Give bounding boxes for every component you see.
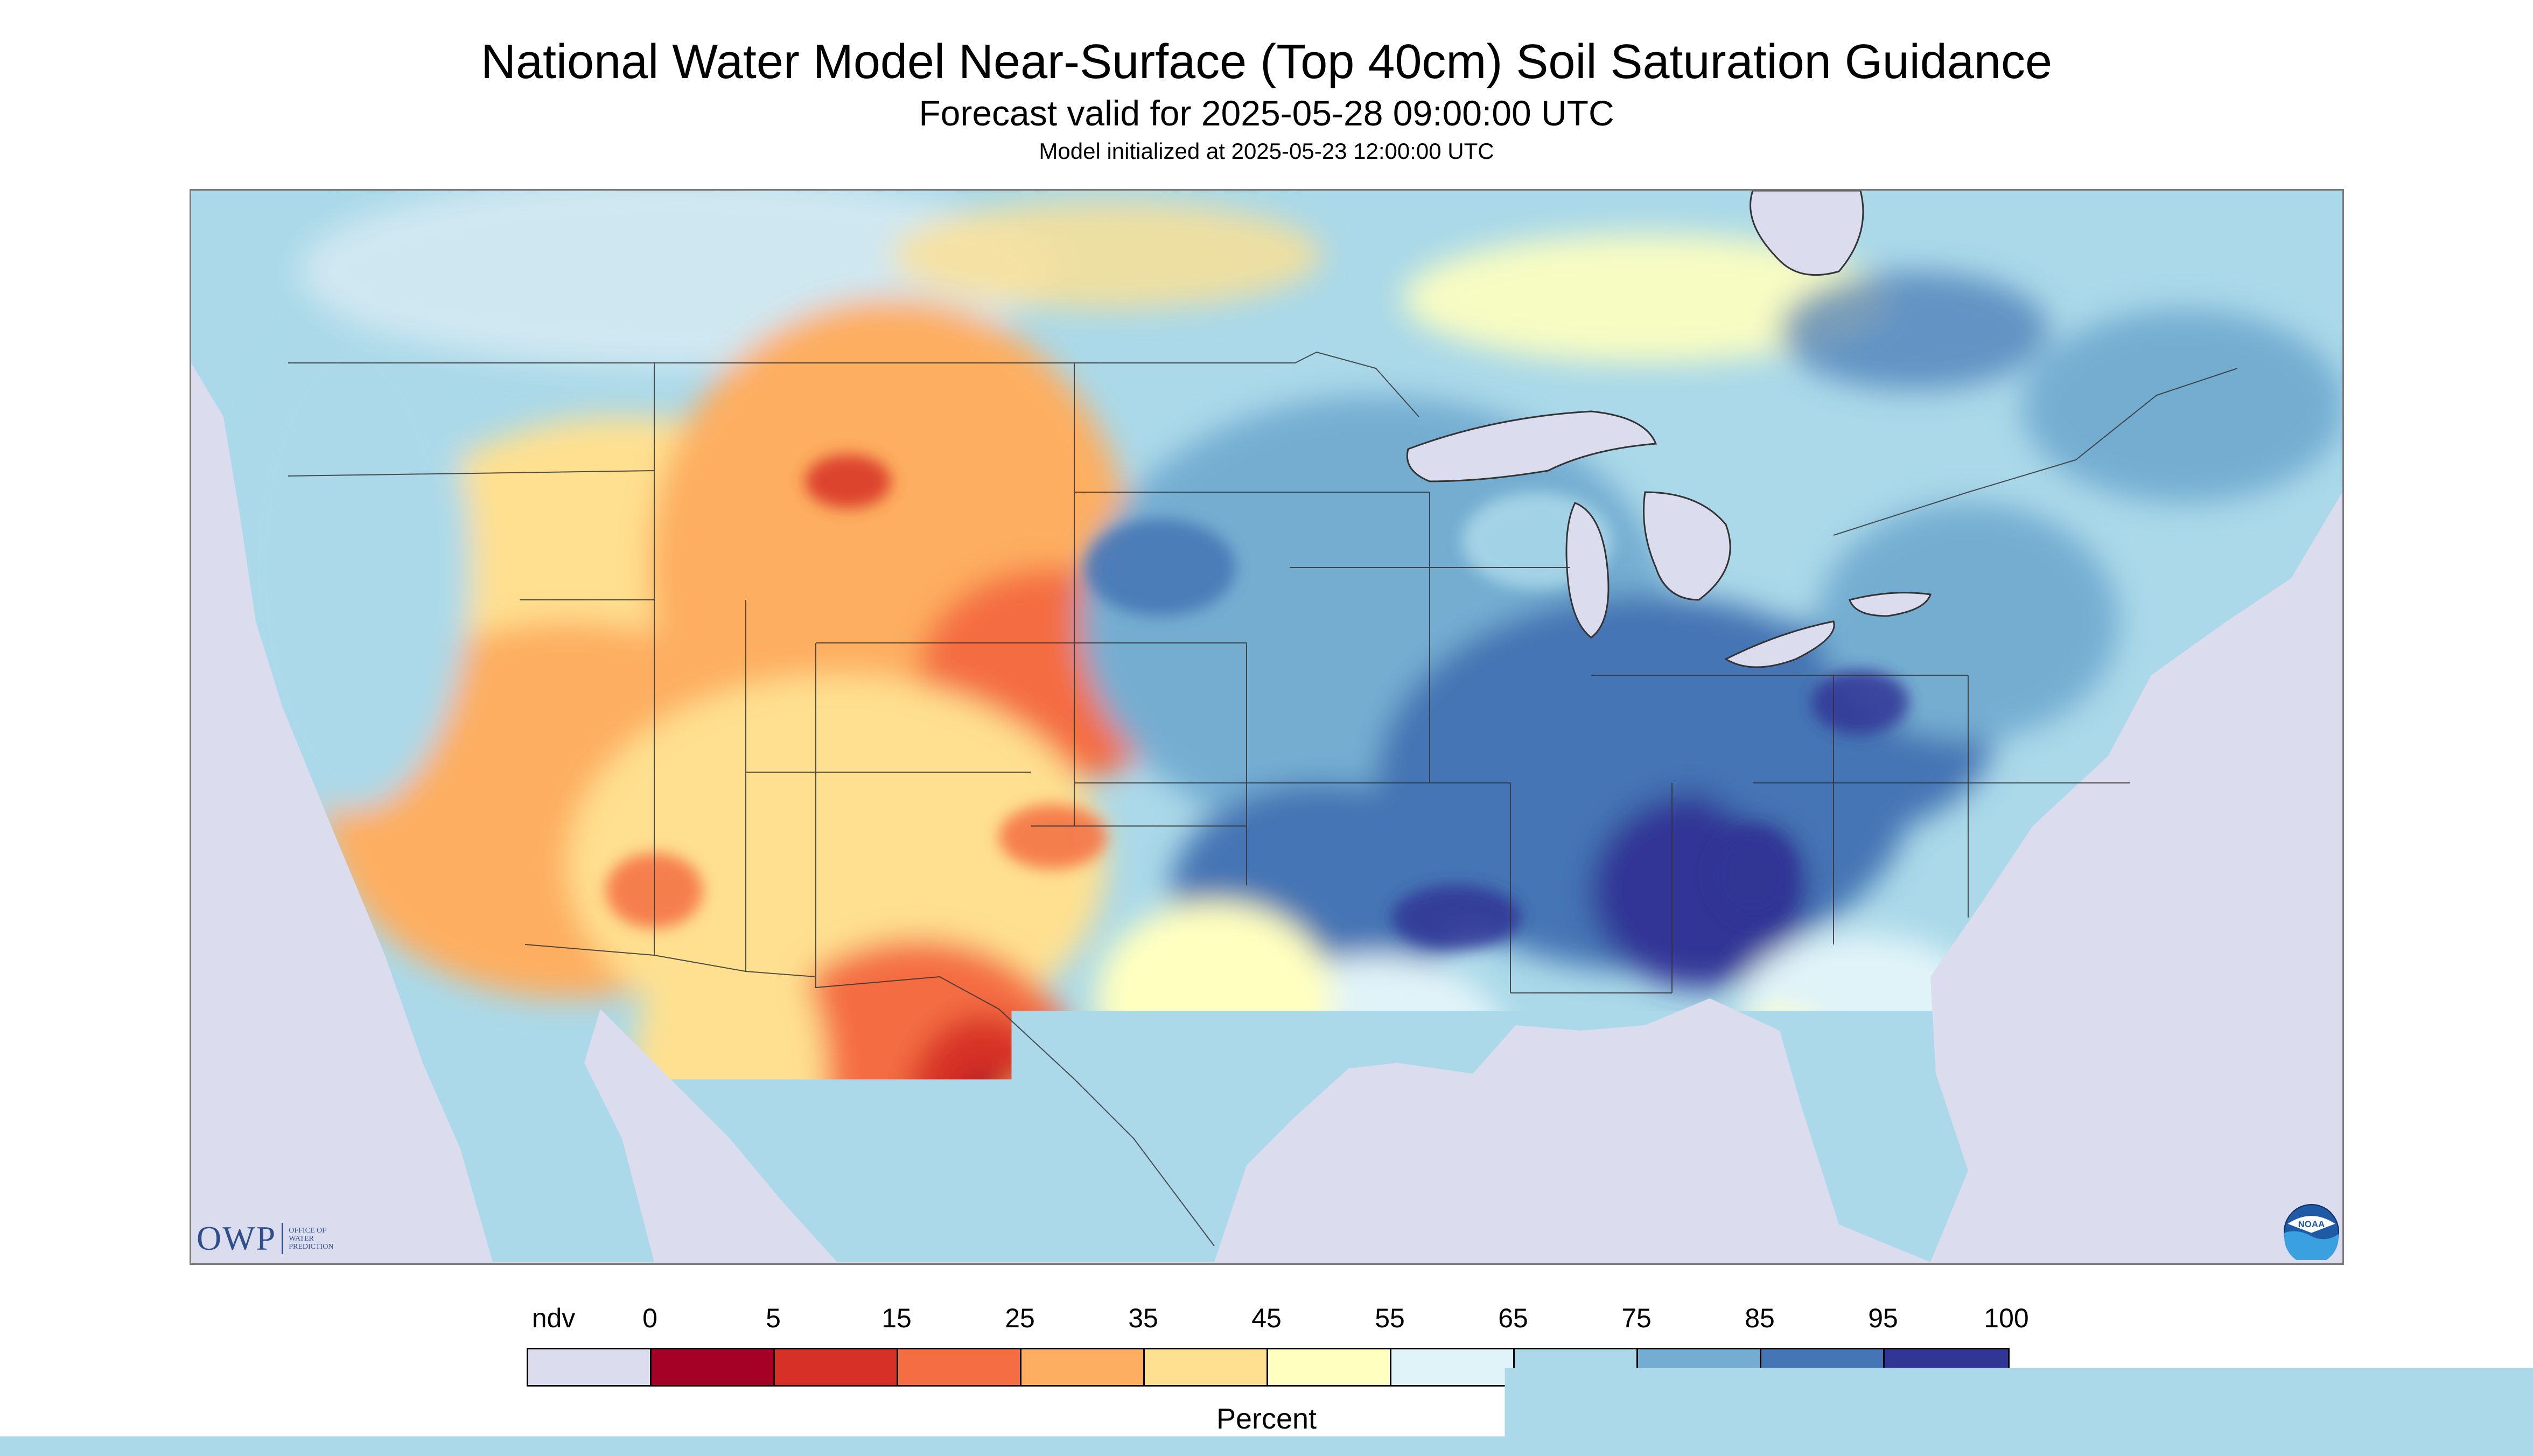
forecast-valid-subtitle: Forecast valid for 2025-05-28 09:00:00 U… <box>0 92 2533 135</box>
legend-swatch-45-55 <box>1268 1349 1391 1385</box>
legend-tick-75: 75 <box>1583 1302 1690 1334</box>
legend-tick-0: 0 <box>596 1302 704 1334</box>
legend-tick-45: 45 <box>1213 1302 1320 1334</box>
owp-divider <box>282 1223 283 1254</box>
legend-swatch-nodata <box>528 1349 652 1385</box>
legend-tick-25: 25 <box>966 1302 1074 1334</box>
owp-subtitle-line-3: PREDICTION <box>289 1243 333 1251</box>
owp-logo: OWP OFFICE OF WATER PREDICTION <box>197 1220 333 1257</box>
legend-nodata-label: ndv <box>505 1302 602 1334</box>
legend-tick-5: 5 <box>719 1302 827 1334</box>
legend-tick-35: 35 <box>1089 1302 1197 1334</box>
legend-swatch-95-100 <box>1885 1349 2008 1385</box>
soil-saturation-map <box>190 189 2344 1265</box>
legend-tick-95: 95 <box>1829 1302 1937 1334</box>
legend-tick-100: 100 <box>1953 1302 2060 1334</box>
noaa-logo-text: NOAA <box>2298 1219 2325 1229</box>
legend-swatch-0-5 <box>652 1349 775 1385</box>
legend-swatch-85-95 <box>1761 1349 1885 1385</box>
legend-swatch-15-25 <box>898 1349 1021 1385</box>
owp-wordmark: OWP <box>197 1219 276 1258</box>
legend-swatch-5-15 <box>775 1349 898 1385</box>
map-title: National Water Model Near-Surface (Top 4… <box>0 32 2533 92</box>
legend-unit-label: Percent <box>0 1400 2533 1438</box>
model-init-line: Model initialized at 2025-05-23 12:00:00… <box>0 137 2533 165</box>
legend-tick-55: 55 <box>1336 1302 1444 1334</box>
owp-subtitle: OFFICE OF WATER PREDICTION <box>289 1227 333 1251</box>
legend-swatch-35-45 <box>1145 1349 1268 1385</box>
legend-swatch-55-65 <box>1391 1349 1515 1385</box>
noaa-logo: NOAA <box>2283 1203 2340 1260</box>
legend-swatch-25-35 <box>1021 1349 1145 1385</box>
legend-tick-15: 15 <box>843 1302 950 1334</box>
legend-tick-85: 85 <box>1706 1302 1814 1334</box>
legend-tick-65: 65 <box>1459 1302 1567 1334</box>
owp-subtitle-line-2: WATER <box>289 1235 333 1243</box>
owp-subtitle-line-1: OFFICE OF <box>289 1227 333 1235</box>
legend-swatch-75-85 <box>1638 1349 1761 1385</box>
legend-swatch-65-75 <box>1515 1349 1638 1385</box>
legend-colorbar <box>527 1348 2010 1387</box>
